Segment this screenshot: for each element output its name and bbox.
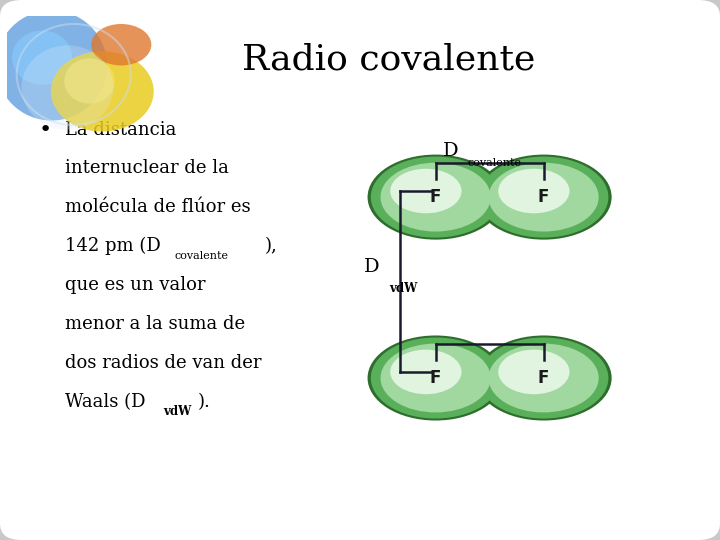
Text: vdW: vdW xyxy=(163,405,192,418)
Text: D: D xyxy=(443,142,459,160)
Text: vdW: vdW xyxy=(390,282,418,295)
Ellipse shape xyxy=(475,154,612,240)
Text: F: F xyxy=(538,188,549,206)
Ellipse shape xyxy=(12,30,72,85)
Ellipse shape xyxy=(498,168,570,213)
Ellipse shape xyxy=(488,163,599,232)
Text: La distancia: La distancia xyxy=(65,120,176,139)
Ellipse shape xyxy=(64,58,115,104)
Ellipse shape xyxy=(381,343,491,413)
Ellipse shape xyxy=(479,338,608,418)
Ellipse shape xyxy=(479,157,608,238)
Text: Waals (D: Waals (D xyxy=(65,393,145,411)
Text: internuclear de la: internuclear de la xyxy=(65,159,229,178)
Text: 142 pm (D: 142 pm (D xyxy=(65,237,161,255)
Text: D: D xyxy=(364,258,379,276)
Text: F: F xyxy=(538,369,549,387)
Ellipse shape xyxy=(22,45,113,130)
Text: molécula de flúor es: molécula de flúor es xyxy=(65,198,251,217)
Ellipse shape xyxy=(475,335,612,421)
Text: menor a la suma de: menor a la suma de xyxy=(65,315,245,333)
Ellipse shape xyxy=(498,350,570,394)
Ellipse shape xyxy=(0,10,107,120)
Ellipse shape xyxy=(368,335,504,421)
Text: que es un valor: que es un valor xyxy=(65,276,205,294)
Ellipse shape xyxy=(371,157,500,238)
Text: Radio covalente: Radio covalente xyxy=(242,43,536,76)
Text: •: • xyxy=(39,119,52,140)
Ellipse shape xyxy=(368,154,504,240)
Ellipse shape xyxy=(91,24,151,65)
Ellipse shape xyxy=(371,338,500,418)
Ellipse shape xyxy=(381,163,491,232)
Text: covalente: covalente xyxy=(468,158,522,168)
Text: dos radios de van der: dos radios de van der xyxy=(65,354,261,372)
Text: covalente: covalente xyxy=(174,251,228,261)
Ellipse shape xyxy=(50,51,154,132)
Ellipse shape xyxy=(390,168,462,213)
Ellipse shape xyxy=(488,343,599,413)
Text: F: F xyxy=(430,369,441,387)
Text: ),: ), xyxy=(265,237,278,255)
Text: ).: ). xyxy=(198,393,211,411)
Text: F: F xyxy=(430,188,441,206)
Ellipse shape xyxy=(390,350,462,394)
